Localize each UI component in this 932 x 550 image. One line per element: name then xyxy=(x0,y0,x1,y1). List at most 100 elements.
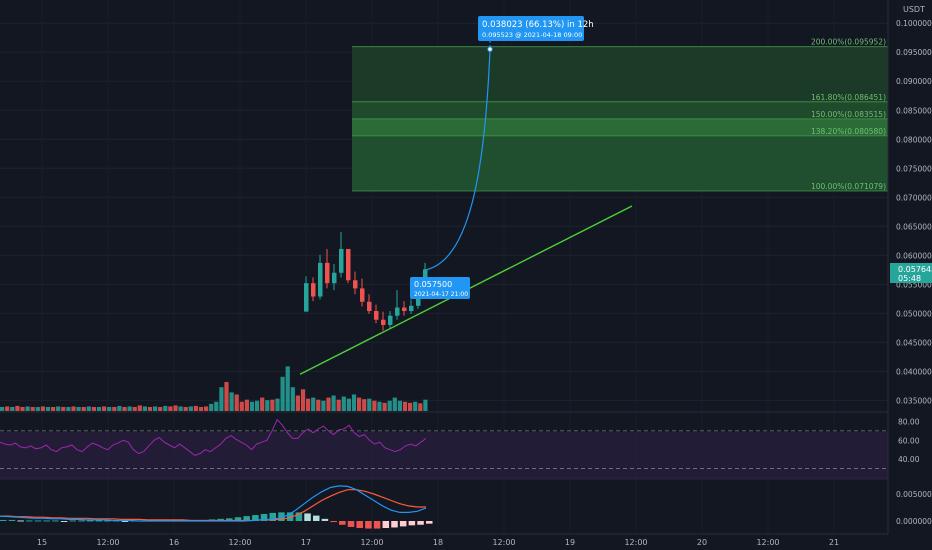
volume-bar xyxy=(81,406,86,411)
volume-bar xyxy=(86,406,91,411)
volume-bar xyxy=(311,397,316,411)
time-tick-label: 12:00 xyxy=(96,538,119,547)
volume-bar xyxy=(265,400,270,411)
candle-body xyxy=(304,283,309,312)
volume-bar xyxy=(112,406,117,411)
volume-bar xyxy=(362,399,367,411)
volume-bar xyxy=(387,400,392,411)
fib-level-label: 150.00%(0.083515) xyxy=(811,110,886,119)
time-tick-label: 12:00 xyxy=(360,538,383,547)
volume-bar xyxy=(316,399,321,411)
macd-line xyxy=(0,485,427,522)
volume-bar xyxy=(142,406,147,411)
price-tick-label: 0.085000 xyxy=(896,106,932,115)
volume-bar xyxy=(275,398,280,411)
time-tick-label: 12:00 xyxy=(756,538,779,547)
volume-bar xyxy=(336,399,341,411)
volume-bar xyxy=(45,406,51,411)
volume-bar xyxy=(204,406,209,411)
macd-histogram-bar xyxy=(121,521,129,522)
volume-bar xyxy=(15,405,20,411)
projection-curve[interactable] xyxy=(425,41,493,271)
candle-body xyxy=(395,307,400,316)
price-tick-label: 0.050000 xyxy=(896,309,932,318)
volume-bar xyxy=(239,401,244,411)
candle-body xyxy=(409,305,414,312)
macd-histogram-bar xyxy=(226,518,233,521)
candle-body xyxy=(360,288,365,302)
volume-bar xyxy=(331,395,336,411)
rsi-pane[interactable] xyxy=(0,418,888,481)
macd-histogram-bar xyxy=(373,521,381,529)
volume-bar xyxy=(198,406,204,411)
price-tick-label: 0.090000 xyxy=(896,77,932,86)
time-tick-label: 15 xyxy=(37,538,47,547)
volume-bar xyxy=(10,406,15,411)
projection-sub-label: 0.095523 @ 2021-04-18 09:00 xyxy=(482,31,582,39)
macd-tick-label: 0.000000 xyxy=(896,517,932,526)
volume-bar xyxy=(173,405,178,411)
fibonacci-extension[interactable]: 200.00%(0.095952) 161.80%(0.086451) 150.00… xyxy=(352,38,888,192)
volume-bar xyxy=(117,405,122,411)
last-price-badge: 0.057643 05:48 xyxy=(890,263,932,283)
macd-histogram-bar xyxy=(347,521,355,527)
time-tick-label: 21 xyxy=(829,538,839,547)
fib-zone xyxy=(352,135,888,192)
macd-histogram-bar xyxy=(260,513,268,521)
volume-bar xyxy=(147,406,153,411)
price-tick-label: 0.060000 xyxy=(896,251,932,260)
macd-histogram-bar xyxy=(0,519,7,521)
candle-body xyxy=(332,272,337,284)
projection-path xyxy=(425,49,491,271)
volume-bar xyxy=(224,382,229,411)
candle-body xyxy=(367,301,372,312)
fib-level-label: 161.80%(0.086451) xyxy=(811,93,886,102)
macd-histogram-bar xyxy=(408,521,416,526)
macd-histogram-bar xyxy=(330,521,337,523)
start-marker-label[interactable]: 0.057500 2021-04-17 21:00 xyxy=(410,277,470,299)
time-tick-label: 12:00 xyxy=(624,538,647,547)
projection-target-point xyxy=(487,46,493,52)
candle-body xyxy=(318,262,323,297)
macd-histogram-bar xyxy=(78,520,85,522)
volume-bar xyxy=(107,406,112,411)
volume-bar xyxy=(341,396,346,411)
macd-histogram-bar xyxy=(356,521,363,529)
price-tick-label: 0.045000 xyxy=(896,338,932,347)
macd-histogram-bar xyxy=(321,518,329,521)
macd-histogram-bar xyxy=(391,521,398,528)
countdown-label: 05:48 xyxy=(898,274,921,283)
volume-bar xyxy=(102,406,107,411)
candle-body xyxy=(388,315,393,325)
volume-bar xyxy=(35,406,40,411)
rsi-band xyxy=(0,432,888,480)
volume-bar xyxy=(234,394,239,411)
volume-bar xyxy=(91,406,96,411)
macd-pane[interactable] xyxy=(0,485,433,529)
macd-histogram-bar xyxy=(243,516,250,521)
price-tick-label: 0.075000 xyxy=(896,164,932,173)
macd-histogram-bar xyxy=(17,520,24,522)
fib-level-label: 200.00%(0.095952) xyxy=(811,38,886,47)
volume-bar xyxy=(351,394,357,411)
time-tick-label: 16 xyxy=(169,538,179,547)
time-tick-label: 19 xyxy=(565,538,575,547)
candle-body xyxy=(402,307,407,312)
volume-bar xyxy=(137,405,142,411)
volume-bar xyxy=(418,403,423,411)
volume-bar xyxy=(285,366,290,411)
start-marker-main-label: 0.057500 xyxy=(414,280,452,289)
volume-bar xyxy=(244,399,249,411)
volume-bars xyxy=(0,366,428,411)
volume-bar xyxy=(66,406,71,411)
macd-histogram-bar xyxy=(43,520,50,522)
projection-label[interactable]: 0.038023 (66.13%) in 12h 0.095523 @ 2021… xyxy=(478,16,594,41)
volume-bar xyxy=(5,406,10,411)
volume-bar xyxy=(153,406,158,411)
macd-axis-ticks: 0.005000 0.000000 xyxy=(896,490,932,526)
macd-histogram-bar xyxy=(69,520,77,522)
quote-currency-label: USDT xyxy=(903,5,925,14)
macd-histogram-bar xyxy=(339,521,346,525)
fib-zone xyxy=(352,101,888,119)
